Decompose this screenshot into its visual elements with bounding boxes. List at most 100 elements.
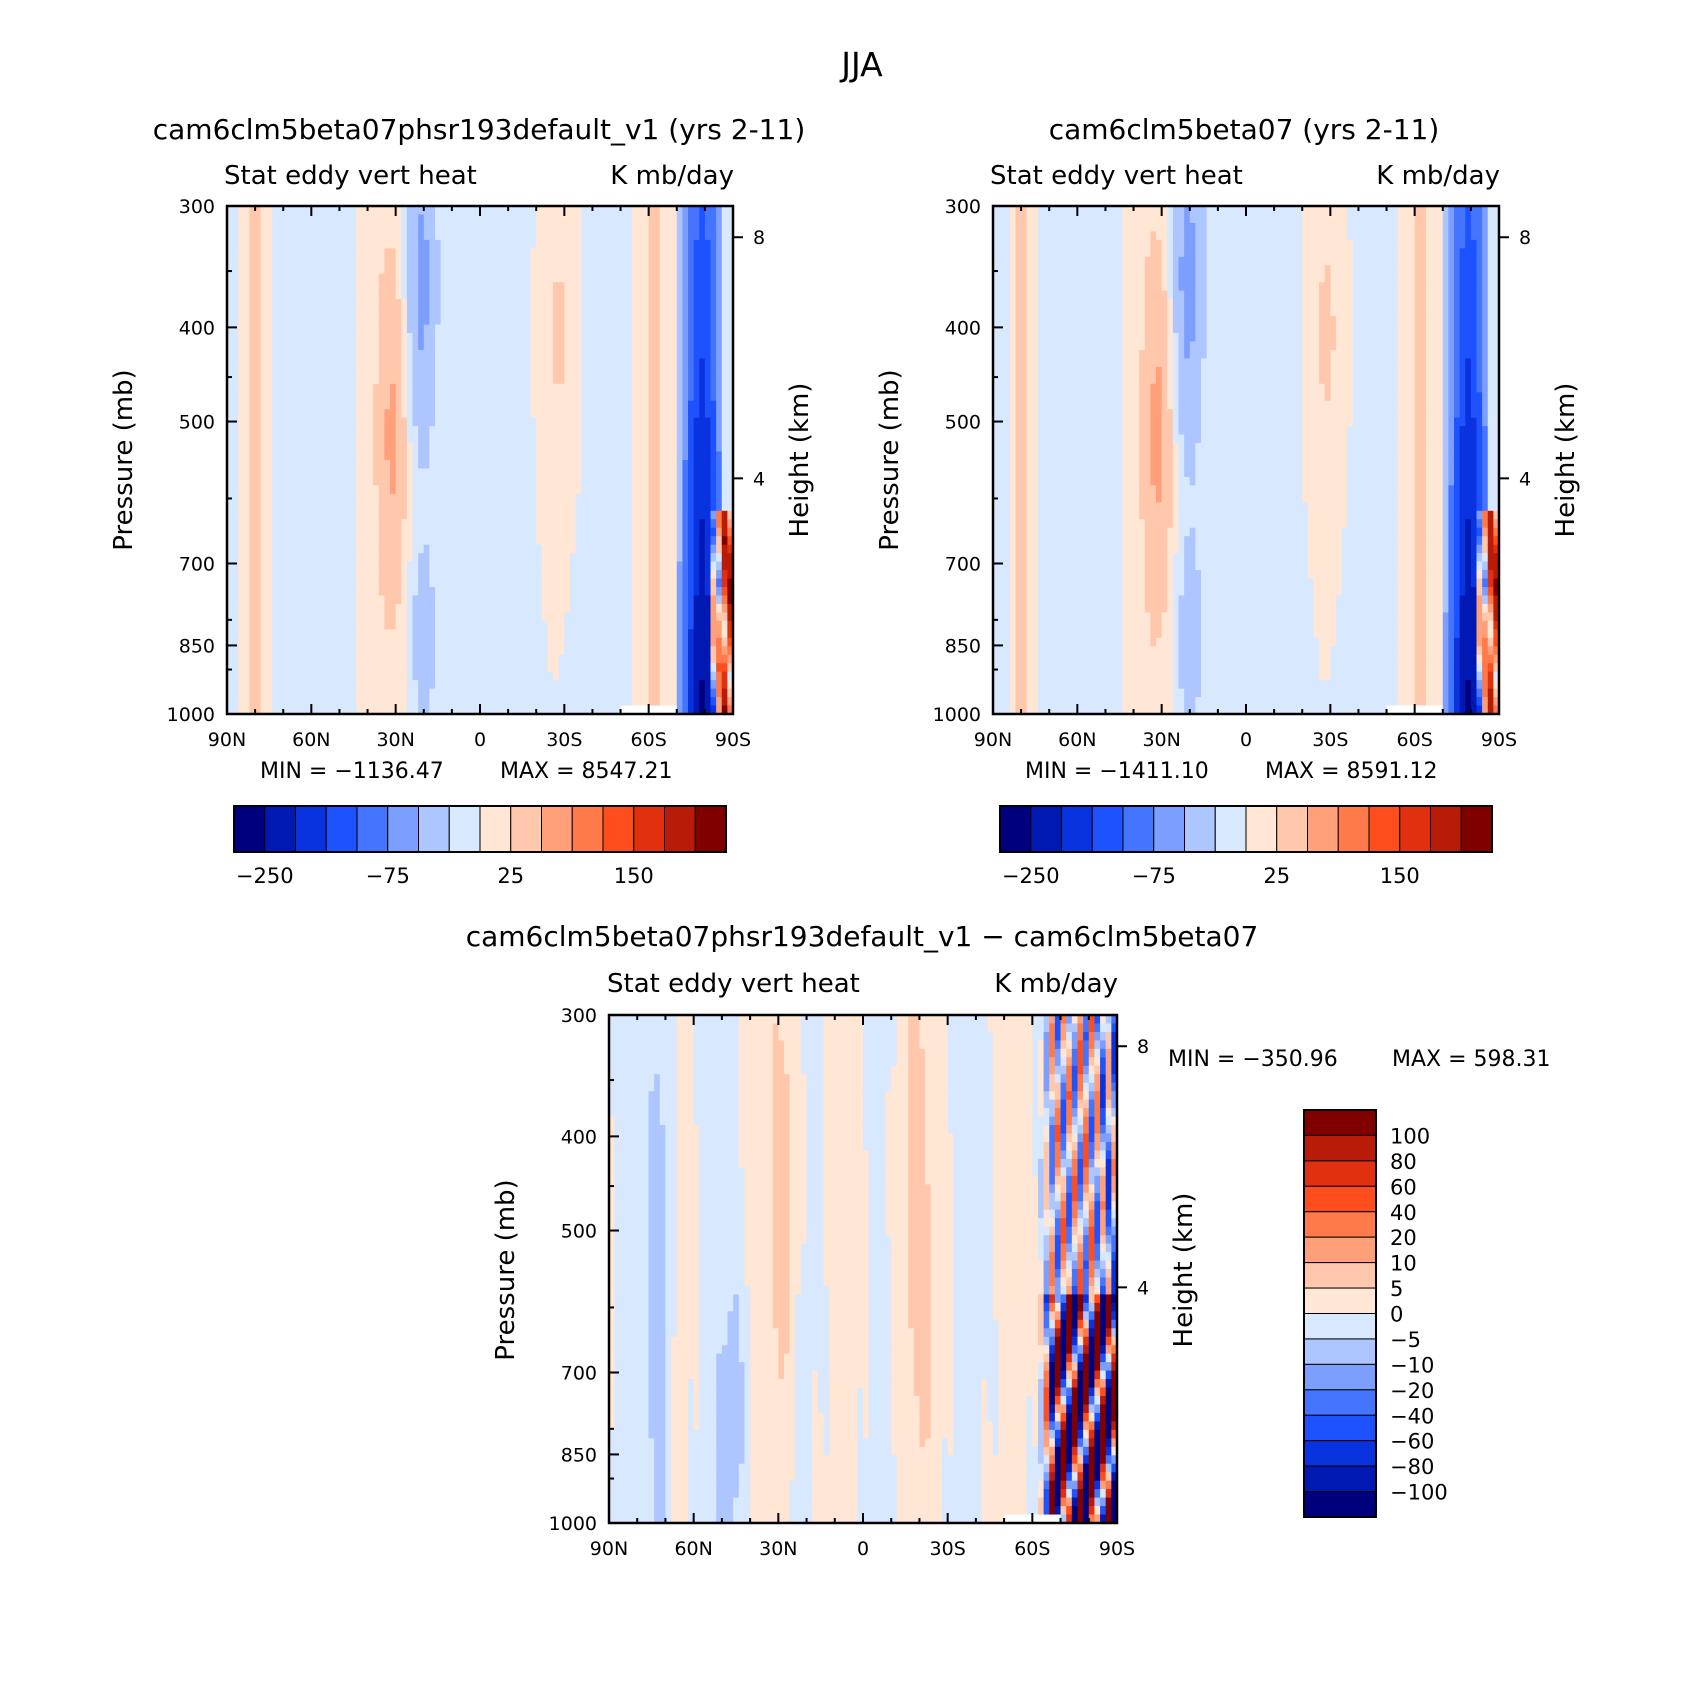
field-cell <box>592 409 599 419</box>
field-cell <box>271 265 279 275</box>
field-cell <box>637 620 644 630</box>
field-cell <box>513 536 520 546</box>
field-cell <box>406 697 414 707</box>
field-cell <box>614 426 622 436</box>
field-cell <box>378 544 386 554</box>
field-cell <box>339 460 346 470</box>
field-cell <box>564 697 571 707</box>
field-cell <box>446 231 453 241</box>
field-cell <box>637 553 644 563</box>
field-cell <box>598 273 605 283</box>
field-cell <box>384 680 391 690</box>
field-cell <box>682 392 689 402</box>
field-cell <box>339 383 346 393</box>
field-cell <box>429 663 436 673</box>
field-cell <box>266 663 273 673</box>
field-cell <box>519 527 526 537</box>
field-cell <box>384 536 391 546</box>
field-cell <box>671 620 678 630</box>
field-cell <box>429 375 436 385</box>
field-cell <box>271 307 279 317</box>
field-cell <box>564 485 571 495</box>
field-cell <box>356 290 363 300</box>
field-cell <box>435 273 442 283</box>
field-cell <box>435 612 442 622</box>
field-cell <box>620 578 627 588</box>
field-cell <box>238 476 245 486</box>
field-cell <box>328 299 335 309</box>
field-cell <box>238 620 245 630</box>
field-cell <box>271 409 279 419</box>
field-cell <box>300 443 307 453</box>
field-cell <box>536 502 543 512</box>
field-cell <box>384 476 391 486</box>
field-cell <box>463 680 470 690</box>
field-cell <box>260 273 267 283</box>
field-cell <box>283 349 290 359</box>
field-cell <box>277 358 284 368</box>
field-cell <box>406 570 414 580</box>
field-cell <box>474 654 481 664</box>
field-cell <box>575 290 582 300</box>
field-cell <box>513 519 520 529</box>
field-cell <box>311 620 318 630</box>
field-cell <box>232 544 239 554</box>
field-cell <box>564 358 571 368</box>
field-cell <box>378 358 386 368</box>
field-cell <box>345 570 352 580</box>
field-cell <box>536 595 543 605</box>
field-cell <box>513 231 520 241</box>
field-cell <box>243 536 251 546</box>
field-cell <box>227 299 234 309</box>
field-cell <box>536 324 543 334</box>
field-cell <box>446 468 453 478</box>
field-cell <box>485 561 492 571</box>
field-cell <box>311 375 318 385</box>
field-cell <box>361 417 369 427</box>
field-cell <box>356 510 363 520</box>
field-cell <box>350 570 357 580</box>
field-cell <box>626 383 633 393</box>
field-cell <box>682 333 689 343</box>
field-cell <box>322 222 329 232</box>
field-cell <box>513 409 520 419</box>
field-cell <box>474 578 481 588</box>
field-cell <box>586 239 594 249</box>
field-cell <box>384 316 391 326</box>
field-cell <box>328 316 335 326</box>
field-cell <box>384 206 391 216</box>
field-cell <box>412 561 419 571</box>
field-cell <box>592 476 599 486</box>
field-cell <box>659 248 667 258</box>
field-cell <box>429 273 436 283</box>
field-cell <box>418 333 425 343</box>
field-cell <box>614 333 622 343</box>
field-cell <box>451 705 459 715</box>
field-cell <box>480 409 487 419</box>
field-cell <box>322 519 329 529</box>
field-cell <box>232 222 239 232</box>
field-cell <box>513 603 520 613</box>
field-cell <box>676 248 683 258</box>
field-cell <box>553 629 560 639</box>
field-cell <box>412 603 419 613</box>
field-cell <box>288 527 296 537</box>
field-cell <box>603 451 610 461</box>
field-cell <box>406 299 414 309</box>
field-cell <box>643 578 650 588</box>
field-cell <box>614 282 622 292</box>
field-cell <box>581 468 588 478</box>
field-cell <box>643 206 650 216</box>
field-cell <box>547 273 554 283</box>
field-cell <box>609 316 616 326</box>
field-cell <box>271 603 279 613</box>
field-cell <box>255 366 262 376</box>
field-cell <box>367 527 374 537</box>
field-cell <box>316 273 324 283</box>
field-cell <box>586 426 594 436</box>
field-cell <box>468 426 475 436</box>
field-cell <box>547 570 554 580</box>
field-cell <box>423 256 430 266</box>
field-cell <box>457 493 464 503</box>
field-cell <box>356 570 363 580</box>
